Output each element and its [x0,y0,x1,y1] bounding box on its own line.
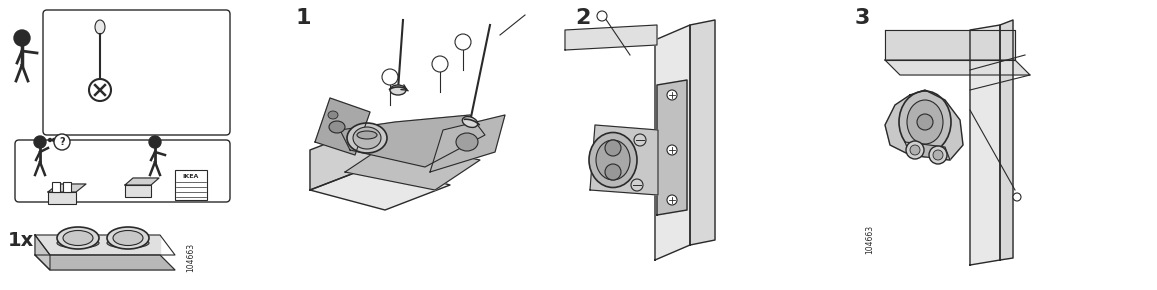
Circle shape [597,11,607,21]
Ellipse shape [95,20,105,34]
Circle shape [54,134,71,150]
Ellipse shape [463,117,478,127]
Polygon shape [690,20,715,245]
Polygon shape [1000,20,1014,260]
Polygon shape [35,255,175,270]
Circle shape [14,30,30,46]
Ellipse shape [899,91,951,153]
Circle shape [49,139,52,142]
Polygon shape [35,235,50,270]
Ellipse shape [596,140,631,180]
Bar [47,192,76,204]
Polygon shape [430,115,504,172]
Bar [125,185,152,197]
Circle shape [666,145,677,155]
Circle shape [666,90,677,100]
Bar [62,182,71,192]
Circle shape [382,69,398,85]
Circle shape [631,179,643,191]
Polygon shape [885,30,1015,60]
Ellipse shape [329,121,345,133]
Ellipse shape [327,111,338,119]
Ellipse shape [907,100,943,144]
Ellipse shape [347,123,386,153]
Polygon shape [970,25,1000,265]
FancyBboxPatch shape [15,140,230,202]
Polygon shape [885,90,963,160]
Ellipse shape [589,133,638,188]
Text: 104663: 104663 [865,225,874,254]
Text: 1x: 1x [8,231,35,249]
Circle shape [605,164,621,180]
Circle shape [89,79,111,101]
Ellipse shape [353,127,381,149]
Circle shape [455,34,471,50]
Circle shape [933,150,943,160]
Circle shape [906,141,924,159]
Text: ?: ? [59,137,65,147]
Polygon shape [885,60,1030,75]
Polygon shape [310,125,375,190]
Polygon shape [340,115,485,167]
Circle shape [57,139,59,142]
Text: 1: 1 [295,8,310,28]
Text: 3: 3 [855,8,870,28]
Ellipse shape [106,238,149,248]
Polygon shape [905,142,950,160]
Bar [52,182,60,192]
Ellipse shape [456,133,478,151]
Polygon shape [655,25,690,260]
Text: 2: 2 [575,8,590,28]
Circle shape [666,195,677,205]
Ellipse shape [57,227,100,249]
Circle shape [929,146,946,164]
Polygon shape [657,80,687,215]
Ellipse shape [358,131,377,139]
Polygon shape [590,125,658,195]
Circle shape [918,114,933,130]
Circle shape [432,56,448,72]
Ellipse shape [113,231,143,246]
Ellipse shape [106,227,149,249]
Circle shape [605,140,621,156]
Text: IKEA: IKEA [183,173,199,179]
Bar [175,170,207,200]
Ellipse shape [62,231,93,246]
Polygon shape [315,98,370,155]
Polygon shape [125,178,159,185]
Polygon shape [47,184,86,192]
Circle shape [52,139,56,142]
Circle shape [34,136,46,148]
Circle shape [634,134,646,146]
Polygon shape [565,25,657,50]
Circle shape [149,136,161,148]
Polygon shape [35,235,160,255]
Polygon shape [345,142,480,190]
Polygon shape [310,165,450,210]
FancyBboxPatch shape [43,10,230,135]
Ellipse shape [390,85,406,95]
Ellipse shape [57,238,100,248]
Text: 104663: 104663 [186,243,196,272]
Circle shape [1014,193,1020,201]
Circle shape [911,145,920,155]
